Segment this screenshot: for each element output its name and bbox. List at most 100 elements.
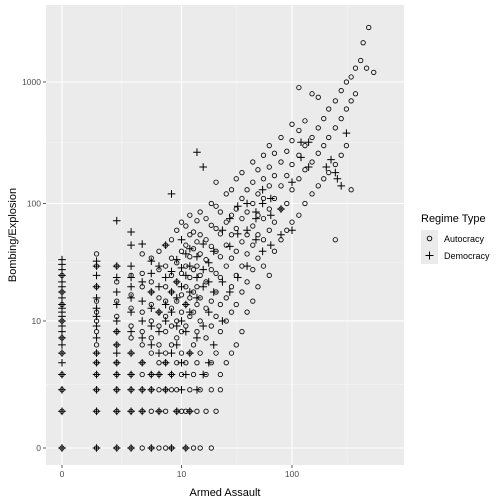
point-democracy (199, 240, 207, 248)
point-democracy (297, 153, 305, 162)
point-autocracy (178, 292, 185, 298)
point-autocracy (239, 289, 245, 295)
point-democracy (177, 358, 186, 367)
point-democracy (177, 235, 186, 244)
point-autocracy (217, 254, 224, 260)
point-democracy (138, 407, 147, 416)
point-democracy (277, 205, 285, 213)
point-democracy (218, 278, 227, 286)
point-democracy (243, 199, 251, 208)
point-democracy (112, 317, 121, 325)
point-democracy (147, 444, 156, 452)
point-autocracy (326, 134, 332, 141)
point-democracy (266, 241, 275, 249)
point-democracy (147, 322, 156, 330)
point-democracy (112, 358, 121, 367)
point-autocracy (244, 279, 250, 285)
point-autocracy (309, 159, 315, 165)
point-autocracy (255, 255, 261, 261)
point-autocracy (194, 284, 200, 290)
point-autocracy (321, 143, 327, 149)
point-autocracy (156, 387, 162, 393)
point-autocracy (163, 263, 169, 269)
point-autocracy (250, 298, 256, 304)
point-autocracy (213, 313, 219, 319)
point-autocracy (93, 251, 100, 257)
point-autocracy (228, 232, 235, 238)
legend-key-background-1 (421, 230, 438, 247)
point-autocracy (250, 223, 256, 229)
legend-label-democracy: Democracy (444, 251, 490, 261)
point-democracy (127, 327, 135, 336)
point-democracy (177, 282, 186, 291)
point-autocracy (203, 215, 209, 222)
point-democracy (167, 267, 176, 276)
point-autocracy (255, 167, 261, 173)
point-democracy (155, 327, 163, 336)
point-autocracy (338, 152, 344, 158)
point-autocracy (302, 167, 308, 173)
point-autocracy (183, 223, 189, 229)
point-democracy (92, 294, 101, 302)
point-autocracy (239, 195, 245, 202)
point-democracy (172, 322, 181, 330)
point-autocracy (233, 225, 239, 232)
point-autocracy (255, 191, 261, 197)
point-democracy (204, 358, 213, 367)
point-autocracy (194, 263, 200, 269)
point-democracy (58, 358, 66, 367)
point-autocracy (203, 237, 209, 243)
point-democracy (172, 255, 181, 264)
point-democracy (186, 244, 194, 253)
y-axis-title: Bombing/Explosion (7, 188, 19, 282)
point-democracy (138, 334, 147, 342)
point-autocracy (187, 387, 193, 393)
point-autocracy (366, 24, 372, 31)
point-autocracy (223, 360, 229, 366)
point-democracy (186, 407, 194, 416)
point-autocracy (266, 183, 272, 189)
point-democracy (193, 386, 201, 394)
point-democracy (112, 386, 121, 394)
point-autocracy (239, 215, 245, 222)
point-democracy (112, 341, 121, 349)
point-democracy (186, 288, 194, 296)
point-democracy (304, 163, 313, 171)
point-democracy (204, 278, 213, 286)
point-autocracy (190, 342, 197, 348)
point-autocracy (194, 239, 200, 245)
point-autocracy (289, 138, 295, 144)
point-autocracy (284, 172, 290, 179)
point-democracy (177, 264, 186, 272)
point-autocracy (244, 309, 250, 315)
point-democracy (147, 341, 156, 349)
point-democracy (218, 226, 227, 235)
point-democracy (127, 386, 135, 394)
point-autocracy (194, 408, 200, 414)
point-democracy (112, 216, 121, 225)
point-autocracy (208, 323, 214, 329)
point-autocracy (163, 284, 169, 290)
point-autocracy (332, 98, 338, 104)
point-democracy (199, 265, 207, 274)
point-autocracy (260, 152, 267, 158)
point-democracy (199, 163, 207, 171)
point-autocracy (239, 328, 245, 335)
point-democracy (288, 178, 296, 187)
point-democracy (58, 349, 66, 357)
point-autocracy (271, 248, 278, 254)
point-autocracy (208, 298, 214, 304)
point-democracy (58, 386, 66, 394)
point-autocracy (228, 350, 235, 356)
point-autocracy (213, 270, 219, 277)
point-democracy (193, 273, 201, 282)
point-democracy (226, 242, 234, 251)
point-autocracy (213, 203, 219, 209)
point-autocracy (315, 150, 321, 156)
point-democracy (204, 258, 213, 267)
point-democracy (199, 282, 207, 291)
point-autocracy (217, 387, 224, 393)
point-autocracy (217, 328, 224, 335)
point-autocracy (178, 248, 185, 254)
point-democracy (58, 278, 66, 286)
